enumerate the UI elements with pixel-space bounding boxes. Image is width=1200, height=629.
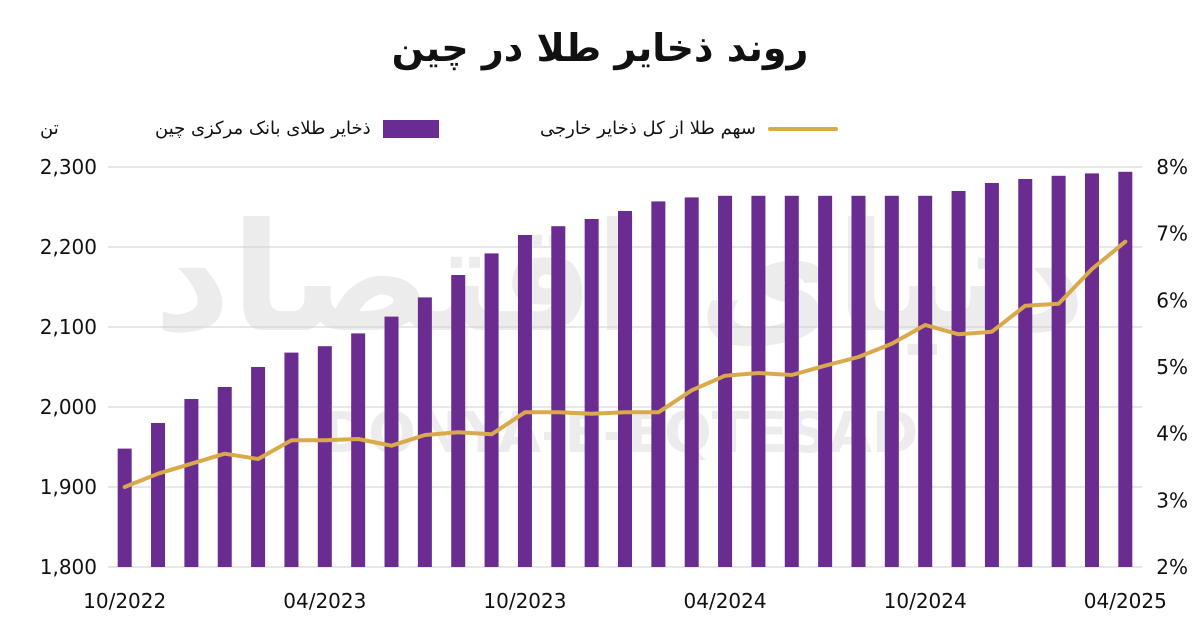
right-tick-label: 4% (1156, 422, 1188, 446)
bar (718, 195, 733, 568)
line-series (122, 239, 1128, 489)
bar (151, 423, 166, 567)
legend-line-label: سهم طلا از کل ذخایر خارجی (540, 118, 756, 139)
bar (184, 399, 199, 567)
left-tick-label: 1,900 (40, 475, 97, 499)
bar (884, 195, 899, 568)
bar (918, 195, 933, 568)
bar (484, 253, 499, 567)
share-line (122, 239, 1128, 489)
bar (651, 201, 666, 567)
legend-item-line: سهم طلا از کل ذخایر خارجی (540, 118, 838, 139)
left-axis-ticks: 1,800 1,900 2,000 2,100 2,200 2,300 (40, 155, 97, 579)
left-tick-label: 2,100 (40, 315, 97, 339)
legend-bar-swatch (382, 119, 439, 138)
left-axis-unit: تن (40, 118, 59, 139)
bar-series (117, 171, 1133, 568)
right-tick-label: 8% (1156, 155, 1188, 179)
bar (1051, 175, 1066, 568)
right-axis-ticks: 2% 3% 4% 5% 6% 7% 8% (1156, 155, 1188, 579)
bar (417, 297, 432, 567)
bar (951, 191, 966, 567)
bar (784, 195, 799, 568)
left-tick-label: 2,000 (40, 395, 97, 419)
chart-title: روند ذخایر طلا در چین (391, 26, 809, 70)
bar (351, 333, 366, 567)
bar (551, 226, 566, 567)
x-tick-label: 10/2023 (483, 589, 566, 613)
bar (317, 346, 332, 567)
bar (618, 211, 632, 567)
bar (251, 367, 266, 567)
right-tick-label: 2% (1156, 555, 1188, 579)
bar (284, 352, 299, 567)
right-tick-label: 5% (1156, 355, 1188, 379)
bar (451, 275, 466, 567)
bar (517, 235, 532, 567)
bar (818, 195, 833, 568)
left-tick-label: 2,300 (40, 155, 97, 179)
right-tick-label: 3% (1156, 488, 1188, 512)
x-tick-label: 04/2025 (1084, 589, 1167, 613)
legend-bar-label: ذخایر طلای بانک مرکزی چین (155, 118, 371, 139)
bar (684, 197, 699, 567)
legend-line-swatch (767, 126, 838, 131)
x-tick-label: 04/2023 (283, 589, 366, 613)
x-tick-label: 04/2024 (684, 589, 767, 613)
bar (984, 183, 999, 567)
bar (117, 448, 132, 567)
x-tick-label: 10/2022 (83, 589, 166, 613)
right-tick-label: 6% (1156, 288, 1188, 312)
left-tick-label: 1,800 (40, 555, 97, 579)
bar (217, 387, 232, 567)
left-tick-label: 2,200 (40, 235, 97, 259)
right-tick-label: 7% (1156, 222, 1188, 246)
x-tick-label: 10/2024 (884, 589, 967, 613)
bar (384, 316, 399, 567)
bar (584, 219, 599, 567)
bar (1118, 171, 1133, 568)
bar (1084, 173, 1099, 567)
bar (851, 195, 866, 568)
bar (751, 195, 766, 568)
legend-item-bars: ذخایر طلای بانک مرکزی چین (155, 118, 439, 139)
x-axis-ticks: 10/2022 04/2023 10/2023 04/2024 10/2024 04/20… (83, 589, 1167, 613)
bar (1018, 179, 1033, 567)
